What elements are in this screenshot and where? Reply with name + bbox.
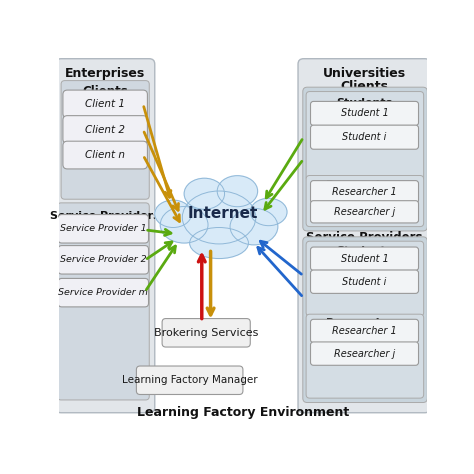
- Text: Students: Students: [336, 98, 392, 108]
- FancyBboxPatch shape: [63, 116, 147, 143]
- Text: Brokering Services: Brokering Services: [154, 328, 258, 338]
- FancyBboxPatch shape: [310, 270, 419, 293]
- FancyBboxPatch shape: [162, 319, 250, 347]
- Ellipse shape: [190, 228, 248, 258]
- Text: Service Provider 2: Service Provider 2: [60, 255, 146, 264]
- FancyBboxPatch shape: [310, 247, 419, 270]
- Text: Internet: Internet: [188, 206, 258, 221]
- Text: Student 1: Student 1: [341, 254, 389, 264]
- FancyBboxPatch shape: [63, 141, 147, 169]
- Text: Clients: Clients: [340, 80, 388, 92]
- Text: Student 1: Student 1: [341, 109, 389, 118]
- Text: Students: Students: [336, 246, 392, 256]
- FancyBboxPatch shape: [306, 314, 424, 398]
- Text: Student i: Student i: [342, 132, 387, 142]
- Ellipse shape: [250, 198, 287, 226]
- Ellipse shape: [182, 191, 256, 244]
- Text: Universities: Universities: [323, 67, 406, 80]
- FancyBboxPatch shape: [298, 59, 430, 413]
- FancyBboxPatch shape: [58, 215, 148, 243]
- Ellipse shape: [184, 178, 225, 209]
- FancyBboxPatch shape: [310, 319, 419, 343]
- Text: Service Providers: Service Providers: [50, 210, 160, 220]
- FancyBboxPatch shape: [306, 91, 424, 181]
- Text: Client 2: Client 2: [85, 125, 125, 135]
- Text: Service Provider m: Service Provider m: [58, 288, 148, 297]
- Text: Researcher 1: Researcher 1: [332, 187, 397, 197]
- FancyBboxPatch shape: [61, 81, 149, 199]
- Text: Learning Factory Environment: Learning Factory Environment: [137, 406, 349, 419]
- Ellipse shape: [160, 207, 208, 243]
- FancyBboxPatch shape: [55, 59, 155, 413]
- Ellipse shape: [230, 209, 278, 245]
- Text: Researcher j: Researcher j: [334, 207, 395, 217]
- FancyBboxPatch shape: [63, 90, 147, 118]
- Text: Client 1: Client 1: [85, 99, 125, 109]
- FancyBboxPatch shape: [310, 342, 419, 365]
- FancyBboxPatch shape: [310, 201, 419, 223]
- Text: Client n: Client n: [85, 150, 125, 160]
- FancyBboxPatch shape: [310, 181, 419, 203]
- FancyBboxPatch shape: [58, 246, 148, 274]
- Text: Researchers: Researchers: [326, 319, 403, 328]
- Text: Learning Factory Manager: Learning Factory Manager: [122, 375, 257, 385]
- FancyBboxPatch shape: [306, 241, 424, 316]
- FancyBboxPatch shape: [306, 175, 424, 227]
- Ellipse shape: [155, 200, 191, 228]
- Text: Enterprises: Enterprises: [65, 67, 146, 80]
- Text: Researchers: Researchers: [326, 180, 403, 191]
- Ellipse shape: [217, 176, 258, 207]
- Text: Student i: Student i: [342, 277, 387, 287]
- Text: Clients: Clients: [82, 85, 128, 98]
- FancyBboxPatch shape: [303, 237, 428, 402]
- FancyBboxPatch shape: [310, 125, 419, 149]
- Text: Researcher j: Researcher j: [334, 348, 395, 359]
- FancyBboxPatch shape: [310, 101, 419, 126]
- FancyBboxPatch shape: [57, 203, 149, 400]
- Text: Service Providers: Service Providers: [306, 231, 422, 244]
- FancyBboxPatch shape: [137, 366, 243, 394]
- FancyBboxPatch shape: [303, 87, 428, 231]
- Text: Service Provider 1: Service Provider 1: [60, 224, 146, 233]
- FancyBboxPatch shape: [58, 278, 148, 307]
- Text: Researcher 1: Researcher 1: [332, 326, 397, 336]
